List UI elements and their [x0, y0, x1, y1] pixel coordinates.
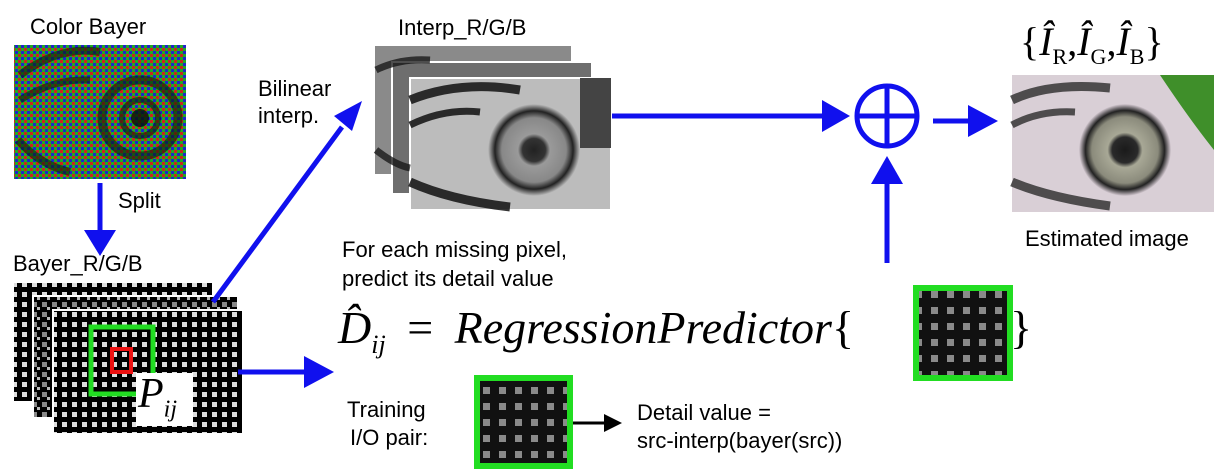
estimate-i-hat-g: Î [1077, 19, 1091, 64]
p-subscript: ij [163, 396, 177, 423]
missing-pixel-label-line1: For each missing pixel, [342, 237, 567, 262]
formula-close-brace: } [1010, 302, 1033, 353]
sum-to-estimate-arrow [933, 105, 998, 137]
split-label: Split [118, 188, 161, 213]
sum-operator-icon [854, 83, 920, 149]
estimate-i-hat-b: Î [1116, 19, 1130, 64]
interp-to-sum-arrow [612, 100, 850, 132]
pij-label: Pij [138, 373, 177, 421]
bayer-rgb-label: Bayer_R/G/B [13, 251, 143, 276]
detail-value-label-line2: src-interp(bayer(src)) [637, 428, 843, 453]
detail-value-label-line1: Detail value = [637, 400, 771, 425]
bilinear-label-line2: interp. [258, 103, 320, 128]
estimate-sub-r: R [1052, 44, 1068, 69]
split-arrow [84, 183, 116, 256]
bilinear-arrow [210, 101, 362, 304]
d-hat-subscript: ij [371, 330, 386, 360]
bayer-rgb-stack [12, 281, 244, 435]
estimate-sub-b: B [1129, 44, 1145, 69]
bilinear-label-line1: Bilinear [258, 76, 332, 101]
training-patch-thumbnail [474, 375, 573, 469]
training-label-line1: Training [347, 397, 426, 422]
bayer-to-training-arrow [238, 356, 334, 388]
missing-pixel-label-line2: predict its detail value [342, 266, 554, 291]
estimated-image [1010, 75, 1214, 212]
color-bayer-label: Color Bayer [30, 14, 147, 39]
equals-sign: = [407, 302, 434, 353]
pixel-box [110, 347, 133, 374]
regression-formula: D̂ij = RegressionPredictor{ [338, 305, 854, 358]
regression-predictor-name: RegressionPredictor [454, 302, 832, 353]
estimate-set-notation: {ÎR,ÎG,ÎB} [1020, 19, 1164, 69]
estimate-close-brace: } [1144, 19, 1164, 64]
estimate-sub-g: G [1090, 44, 1107, 69]
training-output-arrow [573, 414, 622, 432]
estimated-image-label: Estimated image [1025, 226, 1189, 251]
formula-open-brace: { [831, 302, 855, 353]
formula-patch-thumbnail [913, 285, 1013, 381]
detail-to-sum-arrow [871, 156, 903, 263]
interp-rgb-stack [373, 44, 612, 212]
pij-label-bg [136, 373, 193, 426]
estimate-i-hat-r: Î [1039, 19, 1053, 64]
patch-box [88, 324, 156, 397]
interp-rgb-label: Interp_R/G/B [398, 15, 527, 40]
color-bayer-image [14, 45, 186, 179]
p-symbol: P [138, 371, 164, 417]
d-hat-symbol: D̂ [338, 302, 372, 353]
training-label-line2: I/O pair: [350, 425, 429, 450]
estimate-open-brace: { [1020, 19, 1040, 64]
